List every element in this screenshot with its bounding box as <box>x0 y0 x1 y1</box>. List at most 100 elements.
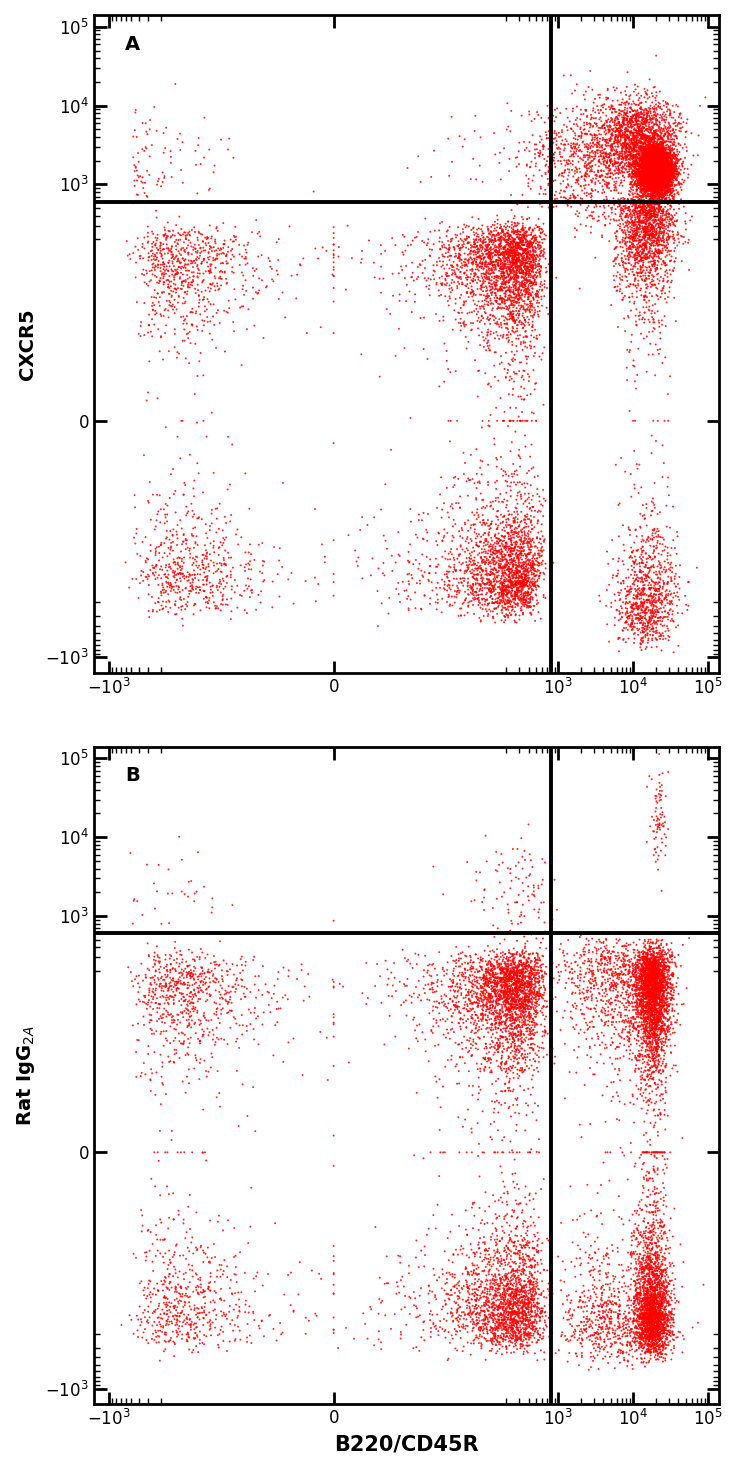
Point <box>483 1048 494 1072</box>
Point <box>162 494 174 517</box>
Point <box>647 166 659 190</box>
Point <box>648 125 660 148</box>
Point <box>497 957 509 980</box>
Point <box>648 166 660 190</box>
Point <box>653 197 664 220</box>
Point <box>530 948 542 972</box>
Point <box>636 958 648 982</box>
Point <box>657 160 669 184</box>
Point <box>431 250 443 273</box>
Point <box>592 159 604 182</box>
Point <box>539 1308 551 1332</box>
Point <box>535 958 547 982</box>
Point <box>657 163 669 187</box>
Point <box>513 444 525 467</box>
Point <box>469 545 480 569</box>
Point <box>598 1245 610 1269</box>
Point <box>524 290 536 313</box>
Point <box>653 138 665 162</box>
Point <box>605 122 617 146</box>
Point <box>587 115 599 138</box>
Point <box>424 1302 436 1326</box>
Point <box>649 143 661 166</box>
Point <box>646 141 658 165</box>
Point <box>652 579 664 603</box>
Point <box>641 1295 653 1319</box>
Point <box>630 963 642 986</box>
Point <box>633 939 645 963</box>
Point <box>584 970 596 994</box>
Point <box>163 582 174 606</box>
Point <box>658 198 670 222</box>
Point <box>483 284 494 307</box>
Point <box>522 978 534 1001</box>
Point <box>524 982 536 1005</box>
Point <box>653 1226 665 1250</box>
Point <box>486 298 498 322</box>
Point <box>658 1305 670 1329</box>
Point <box>523 1324 535 1348</box>
Point <box>498 1057 510 1080</box>
Point <box>651 1177 663 1201</box>
Point <box>491 253 503 276</box>
Point <box>649 201 661 225</box>
Point <box>658 1288 670 1311</box>
Point <box>538 994 550 1017</box>
Point <box>650 98 662 122</box>
Point <box>508 547 520 570</box>
Point <box>632 584 644 607</box>
Point <box>625 563 637 587</box>
Point <box>653 813 665 836</box>
Point <box>592 1182 604 1205</box>
Point <box>663 116 675 140</box>
Point <box>636 159 648 182</box>
Point <box>641 969 653 992</box>
Point <box>463 243 475 266</box>
Point <box>661 166 672 190</box>
Point <box>647 184 658 207</box>
Point <box>624 143 636 166</box>
Point <box>168 972 180 995</box>
Point <box>644 198 655 222</box>
Point <box>638 169 650 193</box>
Point <box>171 341 183 365</box>
Point <box>511 1327 523 1351</box>
Point <box>647 975 658 998</box>
Point <box>495 243 507 266</box>
Point <box>650 1013 662 1036</box>
Point <box>526 982 538 1005</box>
Point <box>662 982 674 1005</box>
Point <box>636 212 648 235</box>
Point <box>534 141 546 165</box>
Point <box>527 957 539 980</box>
Point <box>194 1032 206 1055</box>
Point <box>658 976 670 1000</box>
Point <box>529 553 541 576</box>
Point <box>632 1000 644 1023</box>
Point <box>572 1233 584 1257</box>
Point <box>670 165 681 188</box>
Point <box>470 243 482 266</box>
Point <box>641 129 653 153</box>
Point <box>218 232 230 256</box>
Point <box>588 1280 600 1304</box>
Point <box>502 215 514 238</box>
Point <box>620 134 632 157</box>
Point <box>639 948 651 972</box>
Point <box>619 945 630 969</box>
Point <box>500 562 511 585</box>
Point <box>494 288 506 312</box>
Point <box>655 1000 667 1023</box>
Point <box>523 986 535 1010</box>
Point <box>652 168 664 191</box>
Point <box>505 970 517 994</box>
Point <box>505 1269 517 1292</box>
Point <box>516 535 528 559</box>
Point <box>506 1273 518 1297</box>
Point <box>616 288 628 312</box>
Point <box>665 140 677 163</box>
Point <box>525 1022 537 1045</box>
Point <box>641 190 653 213</box>
Point <box>649 969 661 992</box>
Point <box>659 175 671 198</box>
